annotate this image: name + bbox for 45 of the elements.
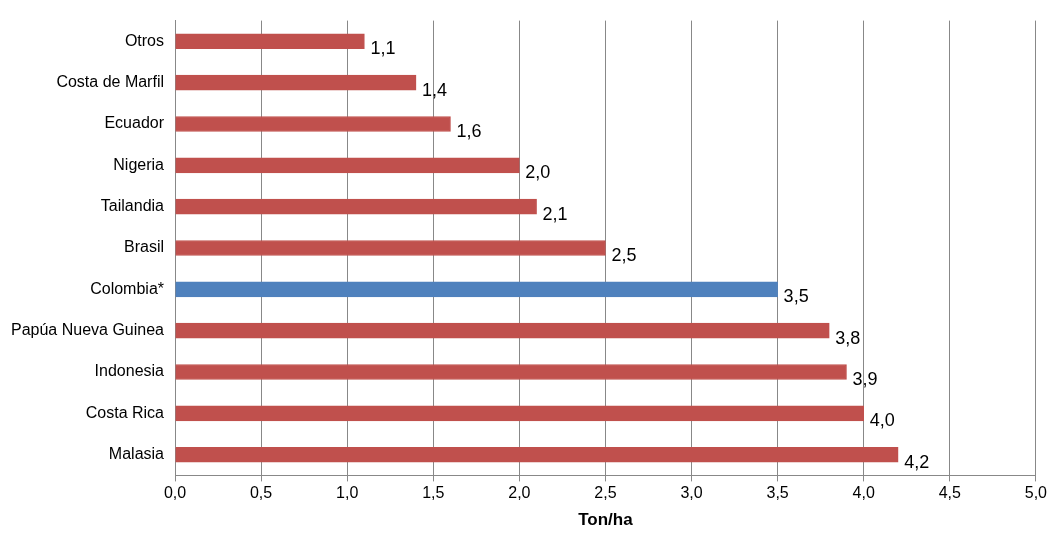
bar (175, 240, 606, 256)
y-tick-label: Nigeria (113, 155, 165, 173)
y-tick-label: Indonesia (94, 362, 165, 380)
data-label: 2,5 (611, 244, 637, 265)
bar (175, 364, 847, 380)
bar (175, 446, 899, 463)
data-label: 1,1 (370, 38, 396, 59)
x-tick-label: 1,5 (422, 484, 445, 502)
bar (175, 198, 537, 215)
y-tick-label: Colombia* (90, 279, 164, 297)
bar (175, 116, 451, 132)
bar (175, 157, 520, 174)
x-tick-label: 3,0 (680, 484, 703, 502)
data-label: 3,9 (852, 369, 878, 390)
x-tick-label: 3,5 (766, 484, 789, 502)
x-axis-title: Ton/ha (578, 510, 634, 530)
y-tick-label: Papúa Nueva Guinea (11, 321, 165, 339)
x-tick-label: 2,5 (594, 484, 617, 502)
x-tick-label: 4,0 (852, 484, 875, 502)
data-label: 2,0 (525, 162, 551, 183)
y-tick-label: Ecuador (104, 114, 165, 132)
x-tick-label: 0,5 (249, 484, 273, 502)
data-label: 1,4 (422, 79, 448, 100)
data-label: 1,6 (456, 120, 482, 141)
y-tick-label: Malasia (108, 445, 165, 463)
data-label: 3,8 (835, 327, 861, 348)
bar (175, 74, 417, 91)
y-tick-label: Otros (124, 31, 164, 49)
y-tick-label: Tailandia (100, 197, 165, 215)
y-tick-label: Brasil (123, 238, 164, 256)
bar (175, 322, 830, 339)
data-label: 2,1 (542, 203, 568, 224)
bar (175, 405, 865, 422)
data-label: 4,2 (904, 451, 930, 472)
y-tick-label: Costa de Marfil (56, 73, 164, 91)
data-label: 4,0 (869, 410, 895, 431)
x-tick-label: 5,0 (1024, 484, 1048, 502)
y-tick-label: Costa Rica (85, 403, 165, 421)
bar (175, 33, 365, 50)
data-label: 3,5 (783, 286, 809, 307)
x-tick-label: 2,0 (508, 484, 531, 502)
bar (175, 281, 778, 298)
x-tick-label: 0,0 (163, 484, 187, 502)
x-tick-label: 4,5 (938, 484, 962, 502)
x-tick-label: 1,0 (336, 484, 359, 502)
